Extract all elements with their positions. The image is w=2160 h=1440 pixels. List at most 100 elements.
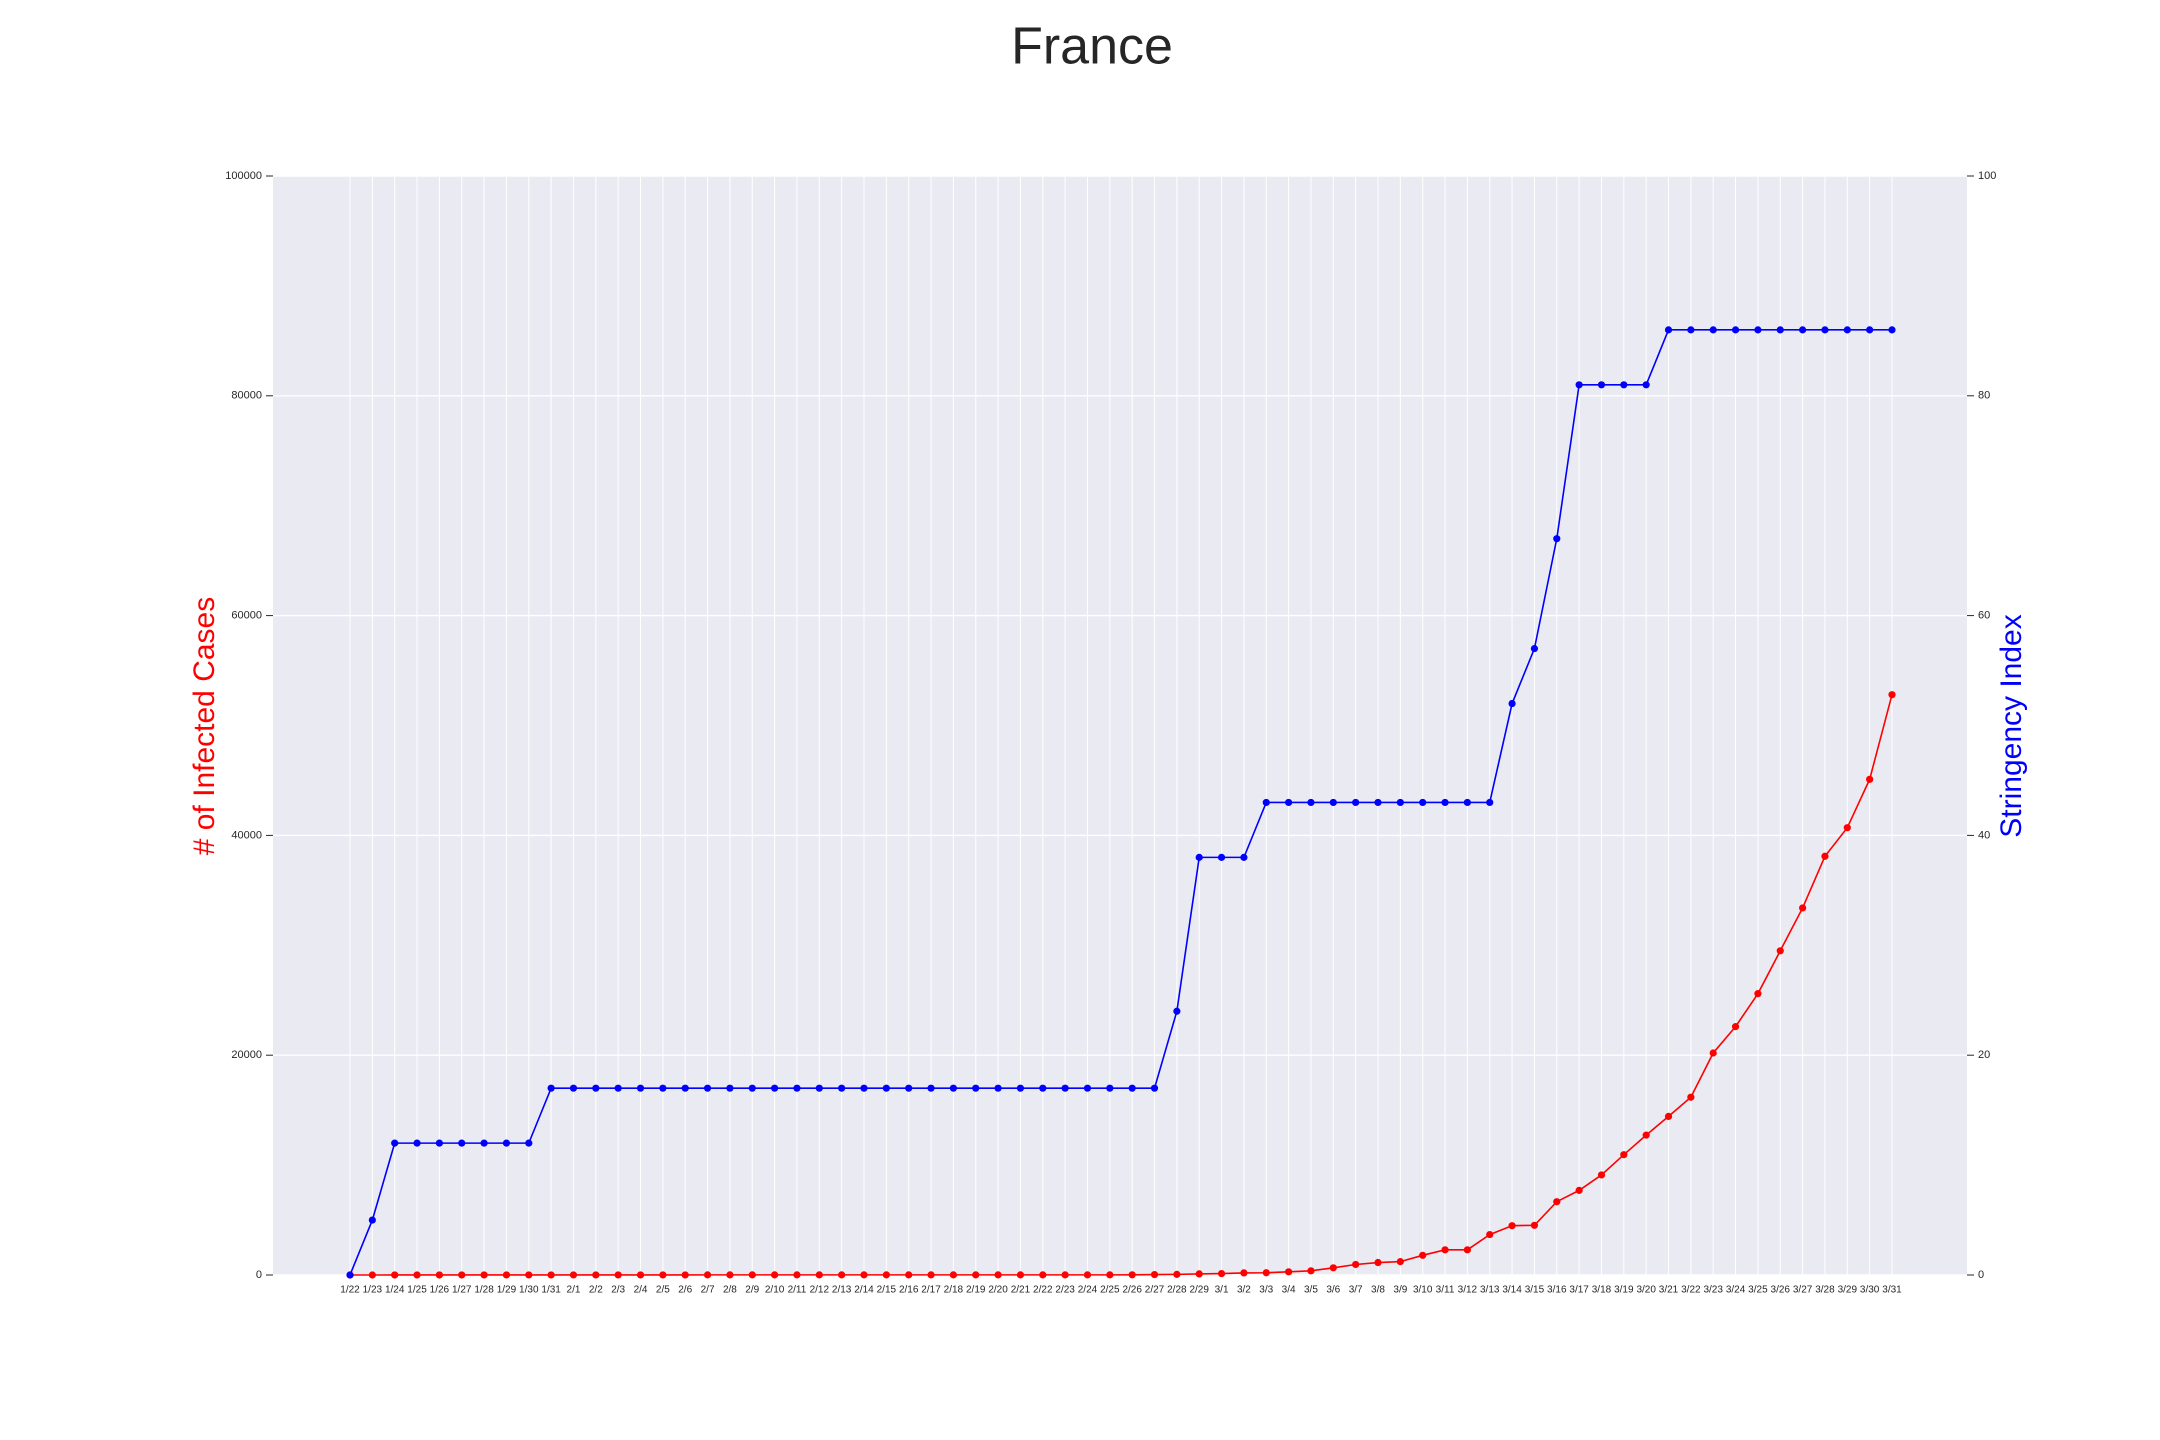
x-tick-label: 1/28 [474, 1285, 494, 1296]
x-tick-label: 2/20 [988, 1285, 1008, 1296]
point [1150, 1270, 1159, 1279]
point [413, 1139, 421, 1147]
point [1083, 1084, 1092, 1092]
x-tick-label: 1/31 [541, 1285, 561, 1296]
x-tick-label: 3/31 [1882, 1285, 1902, 1296]
point [905, 1271, 913, 1279]
point [1776, 947, 1784, 955]
y-tick-label: 100000 [225, 170, 262, 182]
point [1262, 798, 1270, 807]
x-tick-label: 2/4 [634, 1285, 648, 1296]
x-tick-label: 3/17 [1569, 1285, 1589, 1296]
x-tick-label: 2/19 [966, 1285, 986, 1296]
x-tick-label: 1/27 [452, 1285, 472, 1296]
point [1352, 798, 1360, 807]
point [1664, 326, 1673, 334]
x-tick-label: 3/5 [1304, 1285, 1318, 1296]
x-tick-label: 2/17 [921, 1285, 941, 1296]
point [1575, 381, 1583, 389]
point [659, 1084, 667, 1092]
point [1016, 1084, 1025, 1092]
point [838, 1271, 846, 1279]
point [972, 1084, 980, 1092]
point [748, 1271, 756, 1279]
x-tick-label: 3/13 [1480, 1285, 1500, 1296]
plot-area [273, 176, 1967, 1275]
point [1508, 1222, 1516, 1230]
point [1217, 1269, 1226, 1278]
point [1597, 1171, 1606, 1179]
x-tick-label: 2/5 [656, 1285, 670, 1296]
x-tick-label: 3/8 [1371, 1285, 1385, 1296]
point [882, 1271, 890, 1279]
point [1106, 1084, 1114, 1092]
x-tick-label: 1/26 [430, 1285, 450, 1296]
x-tick-label: 2/8 [723, 1285, 737, 1296]
point [748, 1084, 756, 1092]
x-tick-label: 1/24 [385, 1285, 405, 1296]
x-tick-label: 2/6 [678, 1285, 692, 1296]
x-tick-label: 3/11 [1436, 1285, 1455, 1296]
point [1553, 1198, 1561, 1206]
point [1821, 852, 1829, 860]
point [1285, 1268, 1293, 1276]
point [838, 1084, 846, 1092]
point [1039, 1084, 1047, 1092]
x-tick-label: 2/7 [701, 1285, 715, 1296]
point [435, 1139, 443, 1147]
point [1709, 1049, 1717, 1057]
point [1419, 798, 1427, 807]
point [1664, 1112, 1673, 1121]
point [547, 1271, 555, 1279]
point [972, 1271, 980, 1279]
point [1039, 1271, 1047, 1279]
x-tick-label: 2/26 [1122, 1285, 1142, 1296]
point [1374, 1258, 1382, 1267]
point [1799, 904, 1807, 912]
point [1106, 1271, 1114, 1279]
point [1597, 381, 1606, 389]
point [1128, 1084, 1136, 1092]
point [1843, 824, 1851, 832]
x-tick-label: 3/18 [1592, 1285, 1612, 1296]
point [1150, 1084, 1159, 1092]
y-tick-label: 40000 [231, 829, 262, 841]
point [726, 1084, 734, 1092]
point [815, 1271, 823, 1279]
x-tick-label: 2/28 [1167, 1285, 1187, 1296]
point [771, 1084, 779, 1092]
point [703, 1084, 712, 1092]
y-tick-label: 60000 [231, 610, 262, 622]
point [1754, 990, 1762, 998]
point [681, 1271, 689, 1279]
x-tick-label: 3/26 [1771, 1285, 1791, 1296]
point [882, 1084, 890, 1092]
point [1642, 381, 1650, 389]
point [614, 1271, 622, 1279]
point [860, 1084, 868, 1092]
point [927, 1084, 935, 1092]
point [458, 1139, 466, 1147]
x-tick-label: 2/15 [877, 1285, 897, 1296]
point [636, 1271, 645, 1279]
y2-axis-label: Stringency Index [1995, 614, 2028, 837]
point [1195, 853, 1203, 861]
point [1285, 798, 1293, 807]
point [435, 1271, 443, 1279]
x-tick-label: 3/23 [1703, 1285, 1723, 1296]
x-tick-label: 2/24 [1078, 1285, 1098, 1296]
x-tick-label: 3/29 [1838, 1285, 1858, 1296]
x-tick-label: 2/10 [765, 1285, 785, 1296]
x-tick-label: 2/27 [1145, 1285, 1165, 1296]
point [1329, 798, 1337, 807]
point [1620, 381, 1628, 389]
point [592, 1084, 600, 1092]
y-axis-label: # of Infected Cases [188, 597, 221, 856]
point [502, 1271, 511, 1279]
point [1888, 326, 1896, 334]
x-tick-label: 2/29 [1189, 1285, 1209, 1296]
point [905, 1084, 913, 1092]
y-tick-label: 20000 [231, 1049, 262, 1061]
point [1217, 853, 1226, 861]
